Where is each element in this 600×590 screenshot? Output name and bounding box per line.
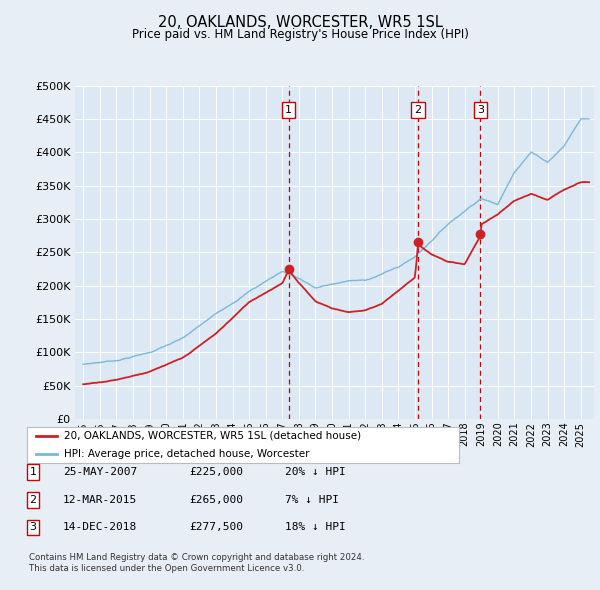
- Text: 1: 1: [285, 105, 292, 115]
- Text: 2: 2: [415, 105, 422, 115]
- Text: 25-MAY-2007: 25-MAY-2007: [63, 467, 137, 477]
- Text: 18% ↓ HPI: 18% ↓ HPI: [285, 523, 346, 532]
- Text: 3: 3: [29, 523, 37, 532]
- Text: 12-MAR-2015: 12-MAR-2015: [63, 495, 137, 504]
- Text: 7% ↓ HPI: 7% ↓ HPI: [285, 495, 339, 504]
- Text: 20, OAKLANDS, WORCESTER, WR5 1SL (detached house): 20, OAKLANDS, WORCESTER, WR5 1SL (detach…: [64, 431, 361, 441]
- Text: 14-DEC-2018: 14-DEC-2018: [63, 523, 137, 532]
- Text: 20, OAKLANDS, WORCESTER, WR5 1SL: 20, OAKLANDS, WORCESTER, WR5 1SL: [158, 15, 442, 30]
- Text: 1: 1: [29, 467, 37, 477]
- Text: HPI: Average price, detached house, Worcester: HPI: Average price, detached house, Worc…: [64, 449, 309, 459]
- Text: Contains HM Land Registry data © Crown copyright and database right 2024.
This d: Contains HM Land Registry data © Crown c…: [29, 553, 364, 573]
- Text: 20% ↓ HPI: 20% ↓ HPI: [285, 467, 346, 477]
- Text: 3: 3: [477, 105, 484, 115]
- Text: £277,500: £277,500: [189, 523, 243, 532]
- Text: £265,000: £265,000: [189, 495, 243, 504]
- Text: Price paid vs. HM Land Registry's House Price Index (HPI): Price paid vs. HM Land Registry's House …: [131, 28, 469, 41]
- Text: 2: 2: [29, 495, 37, 504]
- Text: £225,000: £225,000: [189, 467, 243, 477]
